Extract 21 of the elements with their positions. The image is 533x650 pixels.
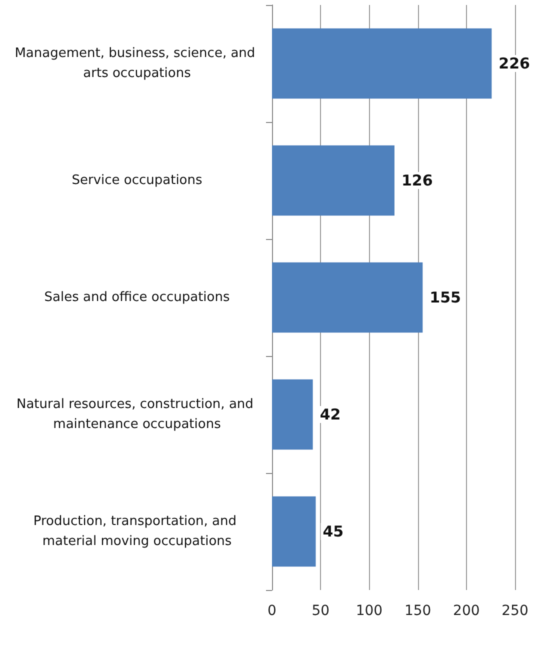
- data-label: 226: [498, 54, 530, 72]
- y-tick-label: Management, business, science, and arts occupations: [14, 46, 260, 81]
- y-tick-label: Sales and office occupations: [44, 290, 230, 305]
- bar: [272, 262, 423, 333]
- bar: [272, 28, 492, 99]
- y-tick-label: Natural resources, construction, and maintenance occupations: [16, 397, 258, 432]
- y-tick-label: Production, transportation, and material moving occupations: [33, 514, 241, 549]
- data-label: 126: [401, 172, 433, 190]
- x-tick-label: 50: [312, 603, 330, 619]
- bar: [272, 496, 316, 567]
- x-tick-label: 100: [356, 603, 383, 619]
- data-label: 155: [430, 288, 461, 306]
- data-label: 42: [320, 406, 341, 424]
- x-tick-label: 200: [453, 603, 480, 619]
- x-tick-label: 0: [268, 603, 276, 619]
- x-tick-label: 250: [502, 603, 528, 619]
- x-tick-label: 150: [404, 603, 432, 619]
- bar: [272, 379, 313, 450]
- data-label: 45: [322, 522, 344, 540]
- bar: [272, 145, 394, 216]
- y-tick-label: Service occupations: [72, 173, 203, 188]
